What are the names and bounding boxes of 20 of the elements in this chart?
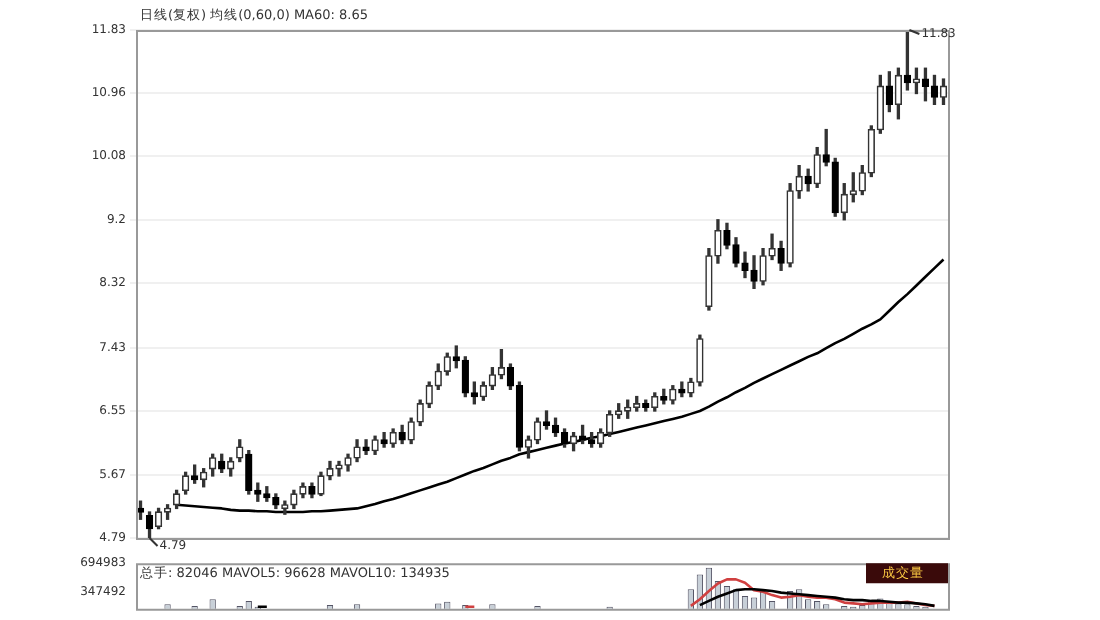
candlestick — [894, 67, 903, 120]
candlestick — [154, 507, 163, 530]
candlestick — [163, 504, 172, 520]
candlestick — [488, 367, 497, 391]
candlestick — [524, 435, 533, 459]
candlestick — [533, 417, 542, 445]
candlestick — [921, 67, 930, 102]
candlestick — [551, 417, 560, 437]
candlestick — [930, 74, 939, 105]
candlestick — [569, 431, 578, 452]
candlestick — [560, 428, 569, 448]
candlestick — [136, 500, 145, 520]
candlestick — [587, 431, 596, 448]
candlestick — [172, 489, 181, 510]
candlestick — [578, 424, 587, 445]
candlestick — [939, 78, 948, 105]
candlestick — [145, 511, 154, 538]
candlestick — [497, 349, 506, 380]
candlestick — [181, 471, 190, 495]
candlestick — [912, 67, 921, 95]
